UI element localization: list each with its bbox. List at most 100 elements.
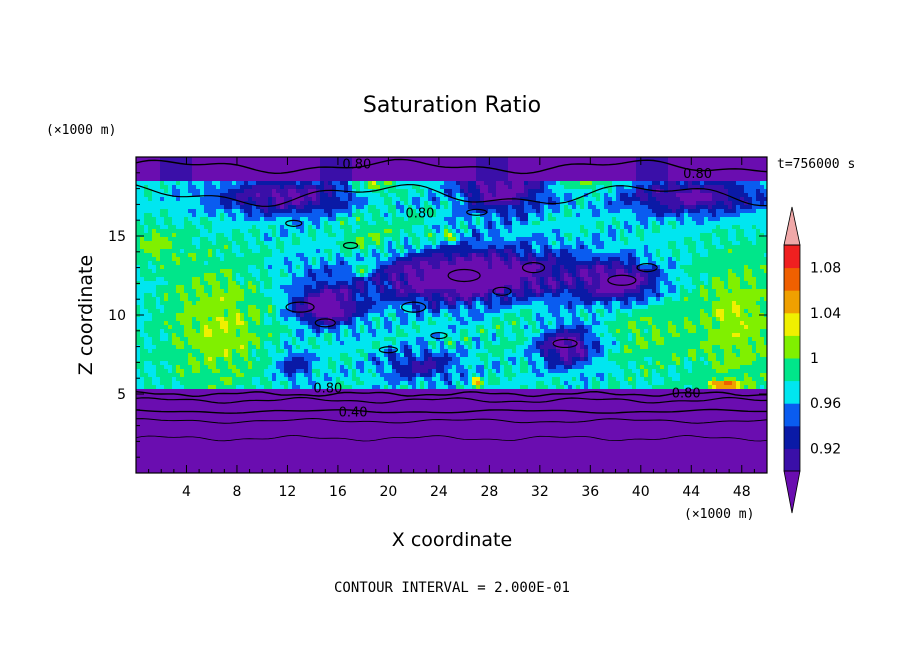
heatmap-cell bbox=[444, 229, 449, 234]
heatmap-cell bbox=[524, 357, 529, 362]
heatmap-cell bbox=[460, 229, 465, 234]
heatmap-cell bbox=[752, 269, 765, 274]
heatmap-cell bbox=[396, 289, 401, 294]
heatmap-cell bbox=[616, 329, 621, 334]
heatmap-cell bbox=[668, 181, 677, 186]
heatmap-cell bbox=[584, 281, 589, 286]
heatmap-cell bbox=[392, 273, 397, 278]
heatmap-cell bbox=[400, 233, 409, 238]
heatmap-cell bbox=[464, 221, 469, 226]
heatmap-cell bbox=[300, 237, 313, 242]
heatmap-cell bbox=[400, 349, 405, 354]
heatmap-cell bbox=[164, 365, 173, 370]
heatmap-cell bbox=[756, 225, 767, 230]
heatmap-cell bbox=[608, 257, 621, 262]
heatmap-cell bbox=[484, 317, 493, 322]
heatmap-cell bbox=[576, 197, 585, 202]
heatmap-cell bbox=[660, 289, 669, 294]
heatmap-cell bbox=[408, 313, 417, 318]
heatmap-cell bbox=[268, 309, 273, 314]
heatmap-cell bbox=[708, 209, 717, 214]
heatmap-cell bbox=[592, 385, 601, 390]
heatmap-cell bbox=[232, 217, 237, 222]
heatmap-cell bbox=[668, 285, 677, 290]
heatmap-cell bbox=[144, 377, 153, 382]
heatmap-cell bbox=[292, 333, 297, 338]
heatmap-cell bbox=[564, 205, 569, 210]
heatmap-cell bbox=[452, 233, 457, 238]
heatmap-cell bbox=[624, 349, 633, 354]
heatmap-cell bbox=[536, 321, 541, 326]
heatmap-cell bbox=[528, 297, 581, 302]
heatmap-cell bbox=[304, 329, 313, 334]
heatmap-cell bbox=[476, 157, 509, 162]
heatmap-cell bbox=[376, 205, 389, 210]
heatmap-cell bbox=[600, 337, 617, 342]
heatmap-cell bbox=[200, 365, 209, 370]
y-tick-label: 5 bbox=[117, 387, 126, 403]
heatmap-cell bbox=[544, 289, 553, 294]
heatmap-cell bbox=[756, 381, 767, 386]
heatmap-cell bbox=[488, 261, 493, 266]
heatmap-cell bbox=[356, 217, 361, 222]
heatmap-cell bbox=[448, 225, 453, 230]
heatmap-cell bbox=[344, 261, 349, 266]
heatmap-cell bbox=[668, 329, 677, 334]
heatmap-cell bbox=[564, 329, 569, 334]
heatmap-cell bbox=[144, 381, 153, 386]
heatmap-cell bbox=[136, 421, 767, 426]
heatmap-cell bbox=[208, 213, 217, 218]
heatmap-cell bbox=[552, 197, 561, 202]
heatmap-cell bbox=[184, 221, 193, 226]
heatmap-cell bbox=[428, 197, 433, 202]
heatmap-cell bbox=[216, 209, 225, 214]
heatmap-cell bbox=[708, 205, 713, 210]
heatmap-cell bbox=[736, 377, 745, 382]
heatmap-cell bbox=[320, 197, 341, 202]
heatmap-cell bbox=[748, 337, 753, 342]
heatmap-cell bbox=[408, 197, 413, 202]
heatmap-cell bbox=[560, 249, 569, 254]
heatmap-cell bbox=[360, 317, 369, 322]
heatmap-cell bbox=[312, 261, 317, 266]
heatmap-cell bbox=[656, 293, 661, 298]
heatmap-cell bbox=[216, 253, 225, 258]
heatmap-cell bbox=[404, 241, 409, 246]
heatmap-cell bbox=[564, 241, 577, 246]
heatmap-cell bbox=[364, 205, 369, 210]
heatmap-cell bbox=[416, 341, 429, 346]
heatmap-cell bbox=[748, 313, 753, 318]
heatmap-cell bbox=[300, 345, 313, 350]
heatmap-cell bbox=[500, 325, 505, 330]
heatmap-cell bbox=[408, 249, 417, 254]
heatmap-cell bbox=[652, 265, 657, 270]
heatmap-cell bbox=[280, 333, 289, 338]
heatmap-cell bbox=[636, 189, 645, 194]
heatmap-cell bbox=[564, 289, 569, 294]
heatmap-cell bbox=[488, 365, 493, 370]
heatmap-cell bbox=[300, 229, 305, 234]
heatmap-cell bbox=[428, 237, 437, 242]
heatmap-cell bbox=[364, 217, 373, 222]
heatmap-cell bbox=[548, 285, 553, 290]
heatmap-cell bbox=[604, 321, 629, 326]
heatmap-cell bbox=[164, 385, 173, 390]
heatmap-cell bbox=[224, 317, 237, 322]
heatmap-cell bbox=[340, 289, 349, 294]
heatmap-cell bbox=[640, 345, 649, 350]
heatmap-cell bbox=[276, 245, 285, 250]
heatmap-cell bbox=[252, 377, 261, 382]
heatmap-cell bbox=[412, 345, 421, 350]
heatmap-cell bbox=[700, 289, 709, 294]
heatmap-cell bbox=[616, 269, 625, 274]
heatmap-cell bbox=[412, 305, 421, 310]
heatmap-cell bbox=[484, 381, 489, 386]
heatmap-cell bbox=[364, 329, 369, 334]
heatmap-cell bbox=[616, 225, 621, 230]
heatmap-cell bbox=[352, 165, 477, 170]
heatmap-cell bbox=[264, 345, 277, 350]
heatmap-cell bbox=[368, 233, 381, 238]
heatmap-cell bbox=[720, 297, 761, 302]
heatmap-cell bbox=[480, 293, 485, 298]
heatmap-cell bbox=[484, 201, 521, 206]
